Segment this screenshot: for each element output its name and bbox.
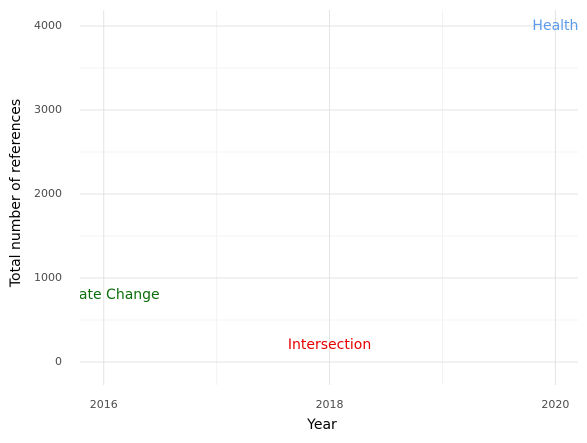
y-tick-label: 4000 <box>34 19 62 32</box>
annotation: Health <box>532 18 578 34</box>
y-axis-title: Total number of references <box>8 99 24 288</box>
x-tick-label: 2018 <box>316 398 344 411</box>
panel: Health Climate Change Intersection <box>48 18 578 353</box>
y-tick-label: 1000 <box>34 271 62 284</box>
y-tick-label: 2000 <box>34 187 62 200</box>
y-tick-label: 3000 <box>34 103 62 116</box>
y-tick-label: 0 <box>55 355 62 368</box>
x-tick-label: 2016 <box>90 398 118 411</box>
annotation: Climate Change <box>48 287 160 303</box>
x-tick-label: 2020 <box>541 398 569 411</box>
x-axis-title: Year <box>306 417 337 433</box>
grid <box>80 10 578 385</box>
annotation: Intersection <box>288 337 371 353</box>
